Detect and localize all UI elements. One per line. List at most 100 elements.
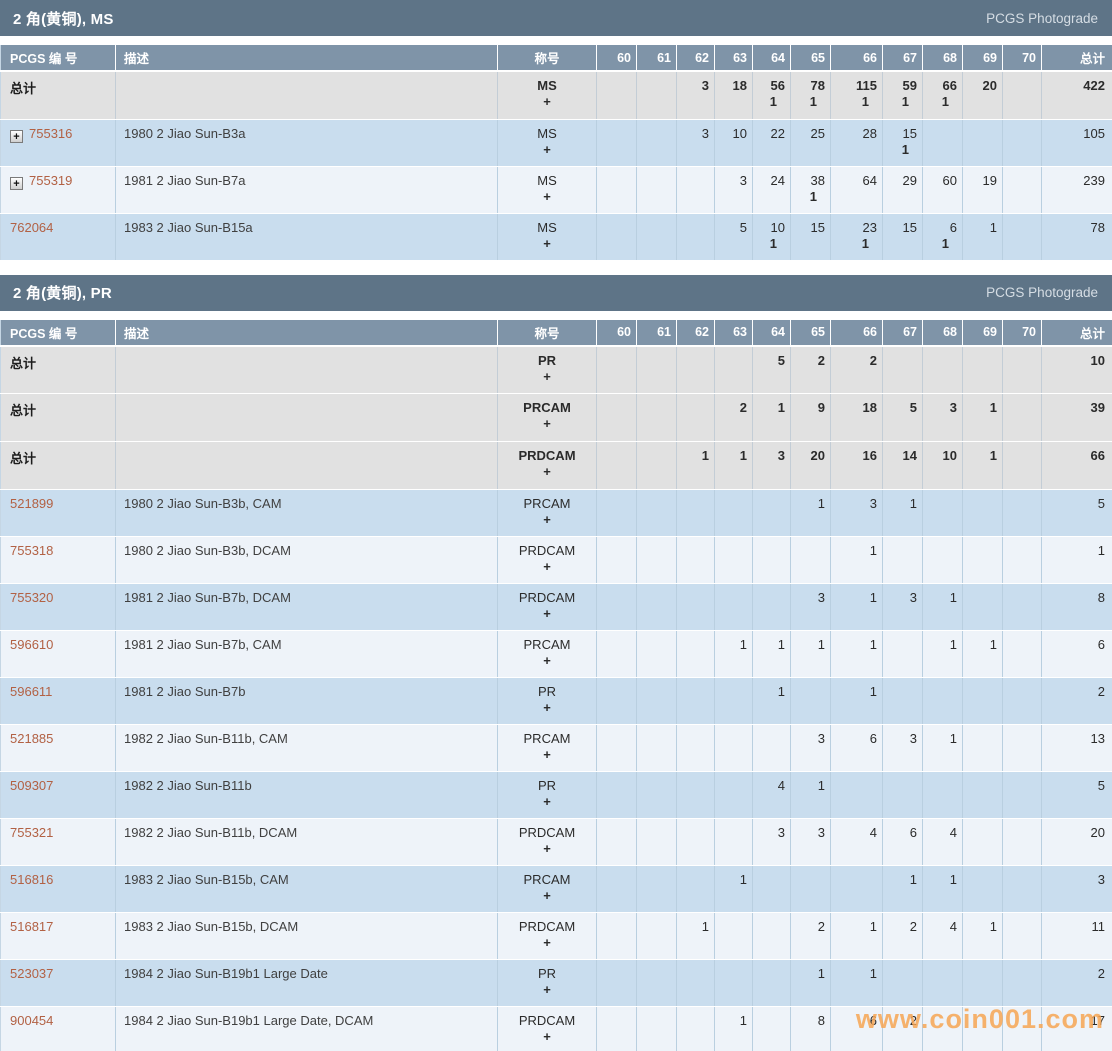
grade-67-count-cell: 29: [882, 166, 923, 214]
designation-cell: MS +: [497, 71, 597, 120]
plus-count: [637, 841, 671, 857]
pcgs-number-link[interactable]: 762064: [10, 219, 54, 235]
total-count: 13: [1090, 731, 1105, 746]
grade-63-count-cell: [714, 771, 753, 819]
designation-cell: PRDCAM +: [497, 912, 597, 960]
pcgs-number-link[interactable]: 900454: [10, 1013, 54, 1028]
grade-count: [923, 966, 957, 982]
plus-count: [963, 369, 997, 385]
grade-62-count-cell: [676, 1006, 715, 1051]
grade-68-count-cell: [922, 1006, 963, 1051]
plus-count: [831, 464, 877, 480]
plus-count: [791, 236, 825, 252]
plus-count: [791, 464, 825, 480]
grade-64-count-cell: [752, 959, 791, 1007]
plus-count: [715, 142, 747, 158]
plus-count: [597, 794, 631, 810]
pcgs-number-link[interactable]: 596611: [10, 684, 53, 699]
total-count-cell: 3: [1041, 865, 1112, 913]
grade-63-count-cell: 3: [714, 166, 753, 214]
plus-count: [831, 982, 877, 998]
column-header-grade-69: 69: [962, 319, 1003, 347]
plus-count: [1003, 653, 1036, 669]
designation-value: PRCAM: [523, 872, 571, 887]
pcgs-number-cell: 521885: [0, 724, 116, 772]
pcgs-number-link[interactable]: 521885: [10, 731, 54, 746]
grade-60-count-cell: [596, 630, 637, 678]
total-plus-count: [1042, 189, 1105, 205]
grade-62-count-cell: [676, 818, 715, 866]
grade-count: 2: [909, 919, 917, 934]
plus-count: [791, 142, 825, 158]
pcgs-number-cell: 509307: [0, 771, 116, 819]
plus-count: [791, 559, 825, 575]
pcgs-number-link[interactable]: 521899: [10, 496, 54, 511]
pcgs-number-link[interactable]: 596610: [10, 637, 54, 652]
pcgs-number-link[interactable]: 755320: [10, 590, 54, 605]
plus-sign: +: [543, 94, 551, 109]
total-plus-count: [1042, 700, 1105, 716]
plus-count: [677, 747, 709, 763]
total-count-cell: 6: [1041, 630, 1112, 678]
grade-count: [597, 126, 631, 142]
pcgs-number-link[interactable]: 523037: [10, 966, 54, 981]
grade-count: [715, 684, 747, 700]
coin-description: 1981 2 Jiao Sun-B7b, CAM: [115, 630, 498, 678]
grade-count: 15: [810, 219, 825, 235]
total-plus-count: [1042, 606, 1105, 622]
total-count-cell: 2: [1041, 959, 1112, 1007]
column-header-grade-61: 61: [636, 319, 677, 347]
total-count: 422: [1083, 78, 1105, 93]
grade-count: [637, 590, 671, 606]
grade-68-count-cell: [922, 119, 963, 167]
plus-count: [597, 700, 631, 716]
pcgs-number-link[interactable]: 755321: [10, 825, 54, 840]
column-header-grade-68: 68: [922, 319, 963, 347]
plus-count: [883, 935, 917, 951]
grade-61-count-cell: [636, 630, 677, 678]
plus-count: [883, 794, 917, 810]
plus-count: [753, 935, 785, 951]
grade-65-count-cell: 3: [790, 818, 831, 866]
plus-count: [831, 747, 877, 763]
grade-count: [637, 825, 671, 841]
plus-count: [753, 416, 785, 432]
grade-count: [715, 543, 747, 559]
total-plus-count: [1042, 888, 1105, 904]
column-header-pcgs-number: PCGS 编 号: [0, 319, 116, 347]
pcgs-number-link[interactable]: 516817: [10, 919, 54, 934]
expand-plus-icon[interactable]: +: [10, 129, 23, 143]
grade-count: 4: [777, 778, 785, 793]
pcgs-photograde-link[interactable]: PCGS Photograde: [986, 285, 1098, 300]
grade-69-count-cell: [962, 771, 1003, 819]
grade-70-count-cell: [1002, 818, 1042, 866]
plus-count: 1: [901, 141, 909, 157]
plus-count: [677, 935, 709, 951]
grade-count: [753, 919, 785, 935]
grade-count: [637, 78, 671, 94]
expand-plus-icon[interactable]: +: [10, 176, 23, 190]
grade-68-count-cell: [922, 677, 963, 725]
grade-count: [1003, 966, 1036, 982]
grade-63-count-cell: 1: [714, 441, 753, 490]
grade-count: 3: [701, 78, 709, 93]
pcgs-number-link[interactable]: 755318: [10, 543, 54, 558]
total-count-cell: 10: [1041, 345, 1112, 394]
plus-count: [637, 653, 671, 669]
total-count: 20: [1090, 825, 1105, 840]
pcgs-number-link[interactable]: 516816: [10, 872, 54, 887]
grade-count: [923, 684, 957, 700]
grade-count: [883, 543, 917, 559]
pcgs-number-link[interactable]: 509307: [10, 778, 54, 793]
pcgs-number-link[interactable]: 755319: [29, 172, 73, 188]
grade-count: [1003, 496, 1036, 512]
pcgs-photograde-link[interactable]: PCGS Photograde: [986, 10, 1098, 26]
pcgs-number-link[interactable]: 755316: [29, 125, 73, 141]
grade-69-count-cell: 1: [962, 213, 1003, 261]
column-header-grade-63: 63: [714, 319, 753, 347]
table-row: +755319 1981 2 Jiao Sun-B7a MS +3 24 38 1 64 29 6…: [0, 166, 1112, 214]
plus-count: [753, 559, 785, 575]
grade-count: 64: [862, 172, 877, 188]
grade-count: [1003, 353, 1036, 369]
grade-65-count-cell: [790, 677, 831, 725]
